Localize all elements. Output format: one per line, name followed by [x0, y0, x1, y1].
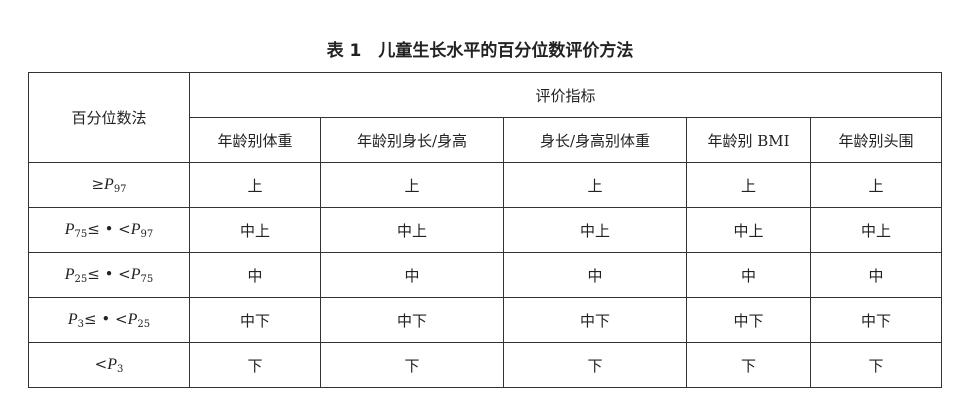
label-part: ≤ • < — [87, 265, 131, 283]
column-header: 年龄别身长/身高 — [320, 117, 504, 163]
table-row: P25≤ • <P75 中中中中中 — [28, 252, 942, 298]
table-cell: 下 — [320, 342, 504, 388]
table-cell: 下 — [503, 342, 687, 388]
table-cell: 中 — [686, 252, 811, 298]
table-row: P75≤ • <P97 中上 中上 中上 中上 中上 — [28, 207, 942, 253]
row-label: P25≤ • <P75 — [28, 252, 190, 298]
label-part: 97 — [113, 184, 127, 195]
table-cell: 中 — [320, 252, 504, 298]
table-cell: 下 — [810, 342, 942, 388]
label-part: ≤ • < — [87, 220, 131, 238]
table-cell: 上 — [189, 162, 321, 208]
table-cell: 上 — [810, 162, 942, 208]
table-cell: 中下 — [686, 297, 811, 343]
row-label: P3≤ • <P25 — [28, 297, 190, 343]
table-row: P3≤ • <P25 中下 中下 中下 中下 中下 — [28, 297, 942, 343]
label-part: P — [64, 221, 75, 238]
label-part: P — [127, 311, 138, 328]
table-cell: 中上 — [503, 207, 687, 253]
header-columns-row: 年龄别体重 年龄别身长/身高 身长/身高别体重 年龄别 BMI 年龄别头围 — [29, 117, 942, 163]
table-cell: 下 — [686, 342, 811, 388]
label-part: P — [130, 221, 141, 238]
label-part: 25 — [74, 274, 88, 285]
label-part: 25 — [137, 319, 151, 330]
column-header: 年龄别体重 — [189, 117, 321, 163]
label-part: 3 — [77, 319, 85, 330]
table-cell: 中 — [810, 252, 942, 298]
table-cell: 中下 — [189, 297, 321, 343]
label-part: P — [67, 311, 78, 328]
label-part: 3 — [116, 364, 124, 375]
table-cell: 中下 — [503, 297, 687, 343]
row-label: <P3 — [28, 342, 190, 388]
table-title: 表 1 儿童生长水平的百分位数评价方法 — [326, 41, 634, 61]
table-cell: 上 — [503, 162, 687, 208]
header-row: 百分位数法 评价指标 — [28, 72, 942, 163]
table-cell: 中上 — [320, 207, 504, 253]
table-row: <P3 下下下下下 — [28, 342, 942, 388]
table-cell: 上 — [320, 162, 504, 208]
table-cell: 中上 — [189, 207, 321, 253]
row-label: ≥P97 — [28, 162, 190, 208]
table-cell: 中上 — [810, 207, 942, 253]
table-row: ≥P97 上上上上上 — [28, 162, 942, 208]
label-part: 75 — [140, 274, 154, 285]
label-part: ≤ • < — [84, 310, 128, 328]
table-cell: 中上 — [686, 207, 811, 253]
table-cell: 中下 — [320, 297, 504, 343]
table-cell: 中 — [503, 252, 687, 298]
column-header: 年龄别头围 — [810, 117, 942, 163]
table-cell: 中 — [189, 252, 321, 298]
table-cell: 中下 — [810, 297, 942, 343]
label-part: ≥ — [91, 175, 105, 193]
row-label: P75≤ • <P97 — [28, 207, 190, 253]
column-header: 年龄别 BMI — [686, 117, 811, 163]
table-cell: 上 — [686, 162, 811, 208]
header-method: 百分位数法 — [28, 72, 190, 163]
label-part: P — [130, 266, 141, 283]
label-part: < — [94, 355, 108, 373]
label-part: P — [104, 176, 114, 193]
column-header: 身长/身高别体重 — [503, 117, 687, 163]
label-part: P — [64, 266, 75, 283]
table-cell: 下 — [189, 342, 321, 388]
percentile-evaluation-table: 百分位数法 评价指标 年龄别体重 年龄别身长/身高 身长/身高别体重 年龄别 B… — [28, 72, 942, 388]
header-group: 评价指标 — [189, 72, 942, 118]
label-part: P — [107, 356, 117, 373]
label-part: 75 — [74, 229, 88, 240]
label-part: 97 — [140, 229, 154, 240]
